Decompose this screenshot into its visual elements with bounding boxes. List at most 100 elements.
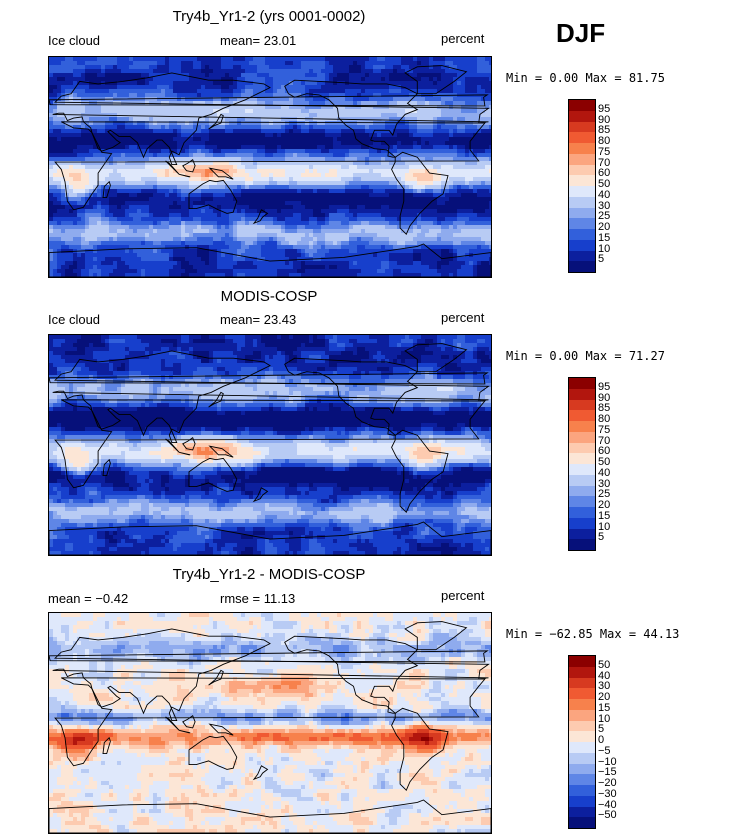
field-cell xyxy=(405,149,410,154)
field-cell xyxy=(437,101,442,106)
field-cell xyxy=(69,73,74,78)
field-cell xyxy=(181,161,186,166)
field-cell xyxy=(201,97,206,102)
field-cell xyxy=(305,189,310,194)
field-cell xyxy=(417,233,422,238)
field-cell xyxy=(197,153,202,158)
field-cell xyxy=(285,57,290,62)
field-cell xyxy=(421,181,426,186)
field-cell xyxy=(405,109,410,114)
field-cell xyxy=(361,233,366,238)
field-cell xyxy=(121,105,126,110)
field-cell xyxy=(409,209,414,214)
field-cell xyxy=(365,229,370,234)
field-cell xyxy=(81,109,86,114)
field-cell xyxy=(245,201,250,206)
field-cell xyxy=(145,221,150,226)
field-cell xyxy=(329,221,334,226)
field-cell xyxy=(105,165,110,170)
field-cell xyxy=(413,229,418,234)
field-cell xyxy=(309,61,314,66)
field-cell xyxy=(473,217,478,222)
field-cell xyxy=(341,89,346,94)
field-cell xyxy=(177,233,182,238)
field-cell xyxy=(421,233,426,238)
field-cell xyxy=(133,209,138,214)
field-cell xyxy=(353,165,358,170)
field-cell xyxy=(85,133,90,138)
field-cell xyxy=(269,57,274,62)
field-cell xyxy=(113,197,118,202)
field-cell xyxy=(417,101,422,106)
field-cell xyxy=(445,145,450,150)
field-cell xyxy=(449,101,454,106)
field-cell xyxy=(333,149,338,154)
field-cell xyxy=(177,109,182,114)
field-cell xyxy=(389,189,394,194)
field-cell xyxy=(337,141,342,146)
field-cell xyxy=(277,141,282,146)
field-cell xyxy=(293,113,298,118)
field-cell xyxy=(53,93,58,98)
field-cell xyxy=(265,57,270,62)
field-cell xyxy=(489,193,491,198)
field-cell xyxy=(405,85,410,90)
field-cell xyxy=(57,181,62,186)
field-cell xyxy=(393,173,398,178)
field-cell xyxy=(133,225,138,230)
field-cell xyxy=(305,105,310,110)
field-cell xyxy=(57,125,62,130)
field-cell xyxy=(389,165,394,170)
field-cell xyxy=(105,93,110,98)
field-cell xyxy=(217,113,222,118)
field-cell xyxy=(217,85,222,90)
field-cell xyxy=(465,73,470,78)
field-cell xyxy=(417,149,422,154)
field-cell xyxy=(445,225,450,230)
field-cell xyxy=(317,101,322,106)
field-cell xyxy=(237,173,242,178)
field-cell xyxy=(249,65,254,70)
field-cell xyxy=(389,121,394,126)
field-cell xyxy=(181,65,186,70)
field-cell xyxy=(289,81,294,86)
field-cell xyxy=(157,153,162,158)
field-cell xyxy=(481,225,486,230)
field-cell xyxy=(437,57,442,62)
field-cell xyxy=(181,189,186,194)
field-cell xyxy=(449,181,454,186)
field-cell xyxy=(409,213,414,218)
field-cell xyxy=(389,193,394,198)
field-cell xyxy=(149,233,154,238)
field-cell xyxy=(181,153,186,158)
field-cell xyxy=(289,121,294,126)
field-cell xyxy=(297,153,302,158)
field-cell xyxy=(49,165,54,170)
field-cell xyxy=(429,209,434,214)
panel-1-center-label: mean= 23.01 xyxy=(220,33,297,48)
field-cell xyxy=(133,65,138,70)
field-cell xyxy=(217,169,222,174)
field-cell xyxy=(409,145,414,150)
field-cell xyxy=(197,105,202,110)
field-cell xyxy=(169,165,174,170)
field-cell xyxy=(89,185,94,190)
field-cell xyxy=(349,177,354,182)
field-cell xyxy=(389,81,394,86)
field-cell xyxy=(157,141,162,146)
field-cell xyxy=(405,97,410,102)
field-cell xyxy=(285,197,290,202)
field-cell xyxy=(273,217,278,222)
field-cell xyxy=(109,169,114,174)
field-cell xyxy=(453,193,458,198)
field-cell xyxy=(109,205,114,210)
field-cell xyxy=(201,73,206,78)
field-cell xyxy=(353,57,358,62)
field-cell xyxy=(289,73,294,78)
field-cell xyxy=(97,201,102,206)
field-cell xyxy=(477,109,482,114)
field-cell xyxy=(321,57,326,62)
field-cell xyxy=(237,133,242,138)
field-cell xyxy=(413,157,418,162)
field-cell xyxy=(293,161,298,166)
